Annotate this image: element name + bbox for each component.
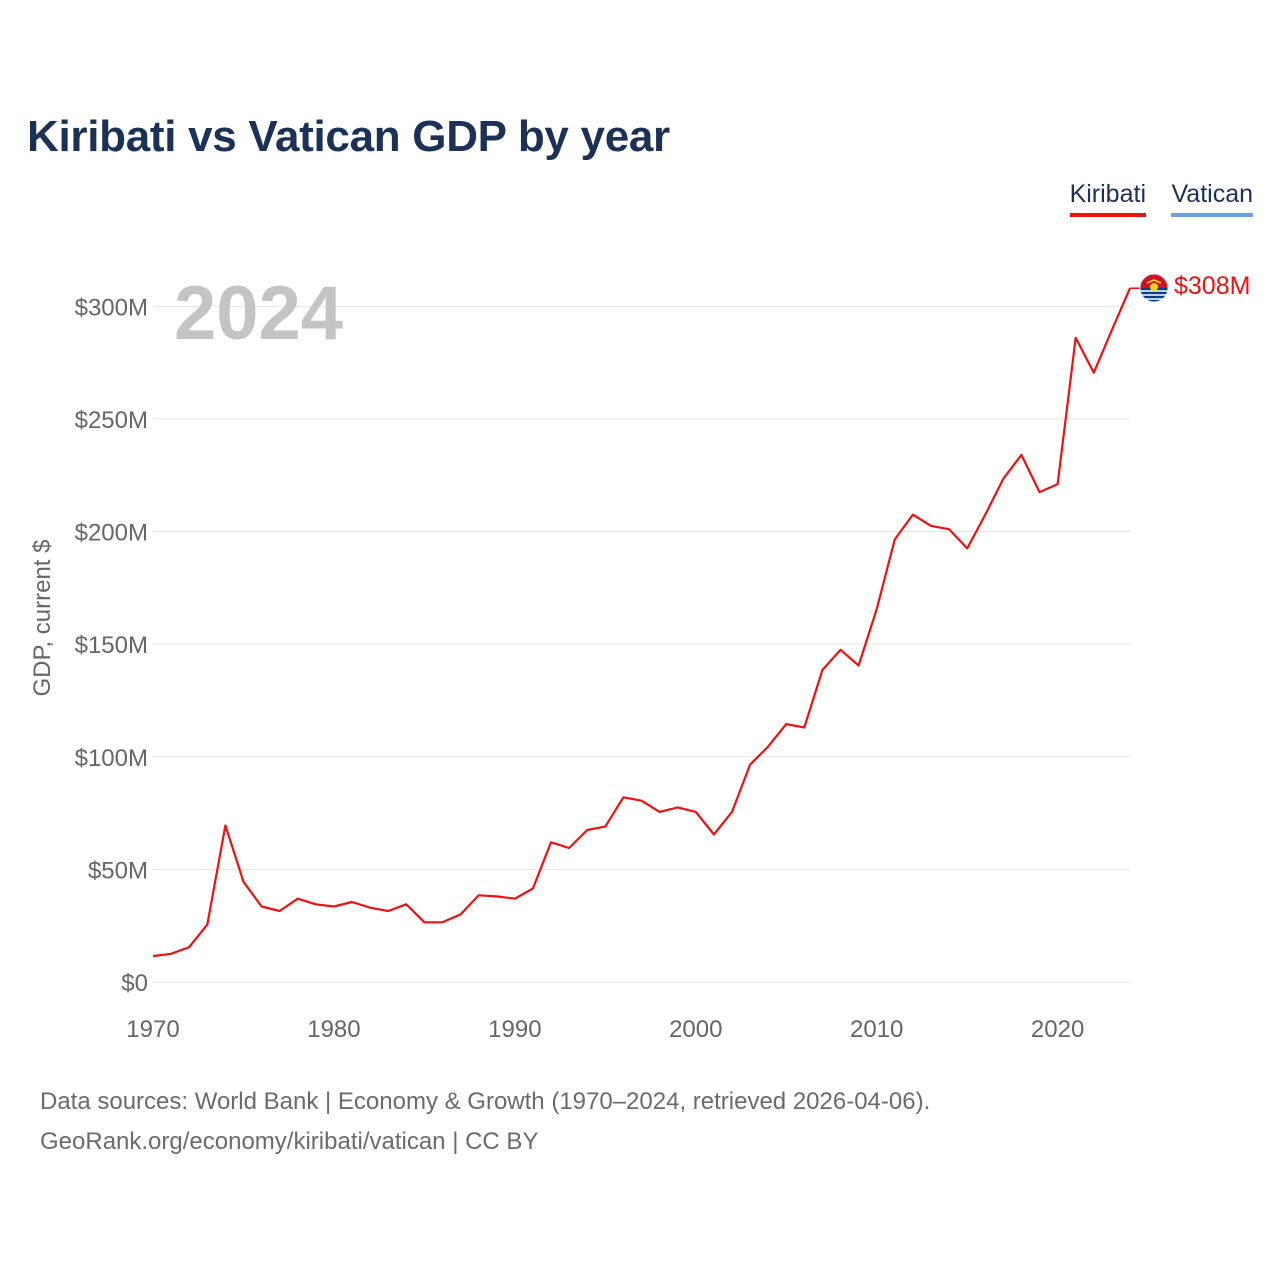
chart-title: Kiribati vs Vatican GDP by year <box>27 112 670 161</box>
series-line-kiribati[interactable] <box>152 287 1132 958</box>
series-lines <box>152 287 1132 958</box>
y-tick-label: $250M <box>75 407 148 434</box>
y-tick-label: $100M <box>75 745 148 772</box>
legend-item-kiribati[interactable]: Kiribati <box>1069 180 1146 217</box>
kiribati-flag-icon <box>1139 273 1169 303</box>
y-tick-label: $200M <box>75 520 148 547</box>
y-tick-label: $50M <box>88 857 148 884</box>
x-tick-label: 2020 <box>1031 1016 1084 1043</box>
x-tick-label: 1970 <box>126 1016 179 1043</box>
y-tick-label: $300M <box>75 294 148 321</box>
x-axis-ticks: 1970 1980 1990 2000 2010 2020 <box>126 1016 1084 1043</box>
grid-lines <box>153 305 1130 983</box>
end-value-label: $308M <box>1174 272 1250 300</box>
x-tick-label: 2010 <box>850 1016 903 1043</box>
y-axis-ticks: $0 $50M $100M $150M $200M $250M $300M <box>75 294 148 997</box>
end-marker: $308M <box>1130 272 1250 303</box>
data-sources-text: Data sources: World Bank | Economy & Gro… <box>40 1088 931 1115</box>
legend-item-vatican[interactable]: Vatican <box>1171 180 1253 217</box>
attribution-link[interactable]: GeoRank.org/economy/kiribati/vatican | C… <box>40 1128 539 1155</box>
year-watermark: 2024 <box>174 271 343 356</box>
gdp-line-chart: 2024 $0 $50M $100M $150M $200M $250M $300M 197… <box>29 271 1250 1043</box>
y-tick-label: $0 <box>121 970 148 997</box>
x-tick-label: 2000 <box>669 1016 722 1043</box>
y-axis-label: GDP, current $ <box>29 540 56 697</box>
y-tick-label: $150M <box>75 632 148 659</box>
x-tick-label: 1980 <box>307 1016 360 1043</box>
x-tick-label: 1990 <box>488 1016 541 1043</box>
footer: Data sources: World Bank | Economy & Gro… <box>40 1082 930 1162</box>
